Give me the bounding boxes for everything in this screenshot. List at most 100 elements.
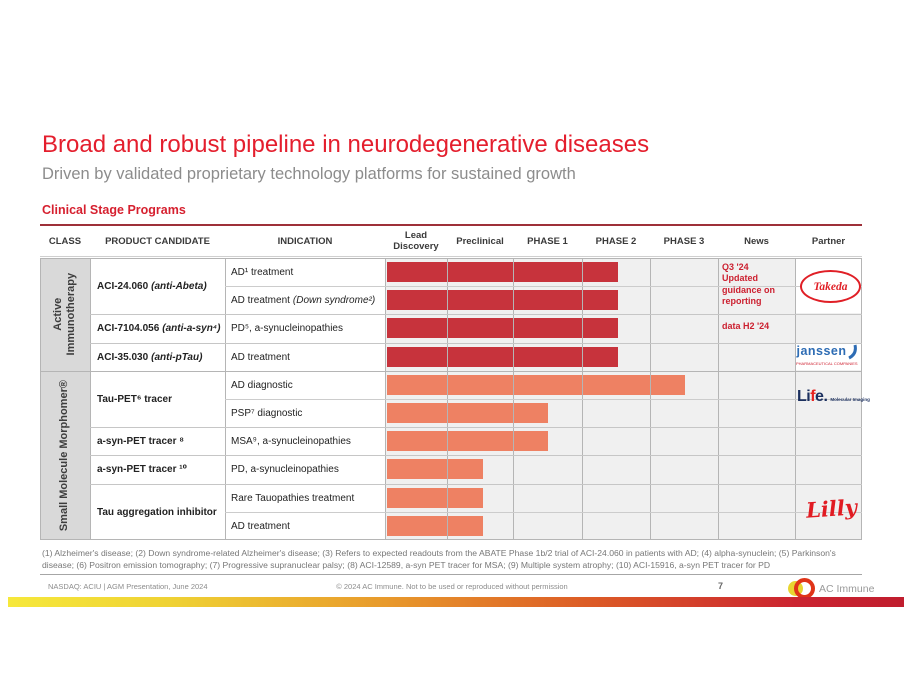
janssen-subtext: PHARMACEUTICAL COMPANIES of Johnson & Jo… (796, 361, 858, 366)
ac-immune-logo: AC Immune (788, 578, 874, 599)
grid-line (90, 484, 862, 485)
section-heading: Clinical Stage Programs (42, 203, 186, 217)
indication-row-7: MSA⁹, a-synucleinopathies (225, 427, 385, 455)
indication-row-4: AD treatment (225, 343, 385, 371)
column-header-phase2: PHASE 2 (595, 235, 637, 247)
indication-row-5: AD diagnostic (225, 371, 385, 399)
footer-divider (40, 574, 862, 575)
indication-text: AD treatment (231, 520, 290, 532)
product-name: a-syn-PET tracer ¹⁰ (97, 464, 187, 475)
class-cell-active-immunotherapy: Active Immunotherapy (40, 258, 90, 371)
grid-line (40, 371, 862, 372)
indication-text: AD treatment (231, 351, 290, 363)
pipeline-bar (387, 318, 618, 338)
indication-text: AD diagnostic (231, 379, 293, 391)
grid-line (90, 427, 862, 428)
class-label: Active Immunotherapy (51, 273, 78, 356)
product-tau-pet-tracer: Tau-PET⁶ tracer (90, 371, 225, 427)
page-subtitle: Driven by validated proprietary technolo… (42, 165, 576, 183)
product-name: ACI-24.060 (97, 280, 149, 292)
class-label: Small Molecule Morphomer® (58, 379, 71, 532)
product-name: ACI-35.030 (97, 351, 149, 363)
product-qualifier: (anti-Abeta) (151, 280, 207, 292)
indication-text: PSP⁷ diagnostic (231, 407, 303, 419)
grid-line (225, 512, 862, 513)
product-qualifier: (anti-a-syn⁴) (162, 323, 221, 334)
column-header-indication: INDICATION (277, 235, 333, 247)
grid-line (40, 258, 41, 540)
column-header-preclinical: Preclinical (456, 235, 504, 247)
pipeline-bar (387, 516, 483, 536)
life-molecular-imaging-logo: Li f e. Molecular Imaging (797, 388, 870, 406)
indication-text: PD, a-synucleinopathies (231, 464, 339, 475)
janssen-logo-text: janssen (796, 344, 847, 358)
life-logo-f: f (810, 388, 816, 405)
product-asyn-pet-tracer-10: a-syn-PET tracer ¹⁰ (90, 455, 225, 484)
grid-line (90, 455, 862, 456)
bottom-gradient-bar (8, 597, 904, 607)
janssen-wordmark: janssen (794, 344, 860, 360)
indication-row-2: AD treatment (Down syndrome²) (225, 286, 385, 314)
column-header-lead-discovery: Lead Discovery (393, 230, 439, 252)
column-header-product: PRODUCT CANDIDATE (105, 235, 210, 247)
life-logo-subtext: Molecular Imaging (830, 397, 870, 402)
takeda-logo: Takeda (800, 270, 861, 303)
product-name: Tau-PET⁶ tracer (97, 393, 172, 405)
pipeline-bar (387, 403, 548, 423)
product-aci-35030: ACI-35.030 (anti-pTau) (90, 343, 225, 371)
lilly-logo: Lilly (805, 494, 858, 523)
product-aci-7104056: ACI-7104.056 (anti-a-syn⁴) (90, 314, 225, 343)
column-header-phase1: PHASE 1 (527, 235, 568, 247)
indication-text: PD⁵, a-synucleinopathies (231, 323, 343, 334)
product-tau-aggregation-inhibitor: Tau aggregation inhibitor (90, 484, 225, 540)
takeda-logo-text: Takeda (813, 280, 848, 293)
grid-line (225, 399, 862, 400)
grid-line (40, 539, 862, 540)
product-asyn-pet-tracer-8: a-syn-PET tracer ⁸ (90, 427, 225, 455)
column-header-partner: Partner (811, 235, 846, 247)
page-number: 7 (718, 581, 724, 591)
janssen-swoosh-icon (847, 344, 857, 360)
ac-immune-logo-text: AC Immune (819, 582, 875, 595)
product-name: ACI-7104.056 (97, 323, 160, 334)
header-underline (40, 256, 862, 257)
indication-row-6: PSP⁷ diagnostic (225, 399, 385, 427)
grid-line (225, 286, 862, 287)
news-aci-24060: Q3 '24 Updated guidance on reporting (722, 262, 776, 306)
section-divider (40, 224, 862, 226)
class-cell-small-molecule-morphomer: Small Molecule Morphomer® (40, 371, 90, 540)
product-name: Tau aggregation inhibitor (97, 506, 217, 518)
column-header-phase3: PHASE 3 (663, 235, 705, 247)
pipeline-bar (387, 290, 618, 310)
indication-row-10: AD treatment (225, 512, 385, 540)
life-logo-li: Li (797, 388, 811, 405)
news-aci-7104056: data H2 '24 (722, 321, 770, 331)
pipeline-bar (387, 375, 685, 395)
ac-immune-red-circle-icon (794, 578, 815, 599)
indication-text: AD¹ treatment (231, 266, 294, 278)
product-name: a-syn-PET tracer ⁸ (97, 435, 184, 447)
footer-copyright: © 2024 AC Immune. Not to be used or repr… (336, 582, 568, 591)
janssen-logo: janssen PHARMACEUTICAL COMPANIES of John… (794, 344, 860, 366)
column-header-news: News (744, 235, 769, 247)
indication-text: Rare Tauopathies treatment (231, 492, 355, 504)
pipeline-bar (387, 488, 483, 508)
pipeline-bar (387, 262, 618, 282)
pipeline-bar (387, 347, 618, 367)
column-header-class: CLASS (48, 235, 82, 247)
pipeline-bar (387, 459, 483, 479)
indication-row-8: PD, a-synucleinopathies (225, 455, 385, 484)
indication-row-1: AD¹ treatment (225, 258, 385, 286)
page-title: Broad and robust pipeline in neurodegene… (42, 131, 650, 158)
product-aci-24060: ACI-24.060 (anti-Abeta) (90, 258, 225, 314)
grid-line (40, 258, 862, 259)
grid-line (90, 343, 862, 344)
footnotes: (1) Alzheimer's disease; (2) Down syndro… (42, 548, 836, 571)
product-qualifier: (anti-pTau) (151, 351, 203, 363)
indication-italic: (Down syndrome²) (292, 294, 376, 306)
indication-text: MSA⁹, a-synucleinopathies (231, 435, 351, 447)
pipeline-bar (387, 431, 548, 451)
life-logo-e: e. (815, 388, 828, 405)
indication-text: AD treatment (231, 294, 290, 306)
